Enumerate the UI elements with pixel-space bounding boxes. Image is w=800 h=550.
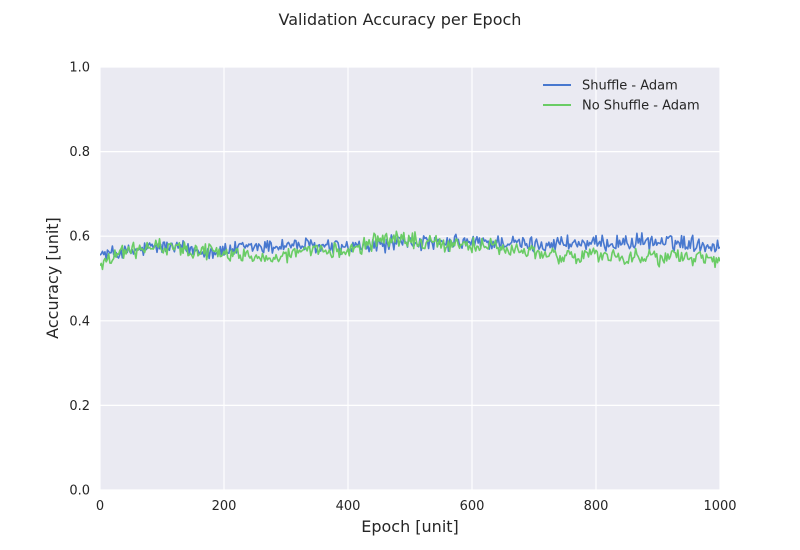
y-axis-label: Accuracy [unit] xyxy=(43,217,62,339)
series-layer xyxy=(100,230,720,271)
x-tick-label: 400 xyxy=(336,499,361,514)
legend-label: Shuffle - Adam xyxy=(582,79,678,94)
y-tick-label: 0.2 xyxy=(69,399,90,414)
x-axis-label: Epoch [unit] xyxy=(361,517,459,536)
x-tick-label: 800 xyxy=(584,499,609,514)
y-tick-label: 0.8 xyxy=(69,145,90,160)
x-tick-label: 1000 xyxy=(703,499,736,514)
plot-area xyxy=(100,67,720,490)
y-tick-label: 0.0 xyxy=(69,484,90,499)
legend: Shuffle - Adam No Shuffle - Adam xyxy=(543,79,700,114)
chart-title: Validation Accuracy per Epoch xyxy=(279,10,522,29)
x-tick-label: 600 xyxy=(460,499,485,514)
legend-label: No Shuffle - Adam xyxy=(582,99,700,114)
x-tick-label: 0 xyxy=(96,499,104,514)
y-tick-label: 0.4 xyxy=(69,314,90,329)
y-axis-ticks: 0.0 0.2 0.4 0.6 0.8 1.0 xyxy=(69,61,90,499)
x-axis-ticks: 0 200 400 600 800 1000 xyxy=(96,499,737,514)
y-tick-label: 1.0 xyxy=(69,61,90,76)
x-tick-label: 200 xyxy=(212,499,237,514)
y-tick-label: 0.6 xyxy=(69,230,90,245)
series-line-1 xyxy=(100,230,720,271)
